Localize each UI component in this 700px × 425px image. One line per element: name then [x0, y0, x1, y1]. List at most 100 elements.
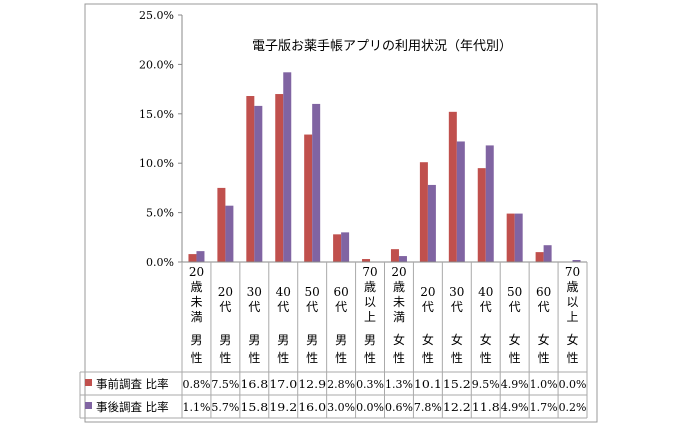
category-label-char: 性: [538, 351, 550, 365]
category-label-char: 50: [507, 285, 522, 299]
category-label-char: 上: [567, 310, 579, 324]
table-cell: 0.2%: [559, 400, 587, 414]
category-label-char: 男: [364, 333, 376, 347]
bar-post: [572, 260, 581, 262]
bar-post: [543, 245, 552, 262]
category-label-char: 50: [305, 285, 320, 299]
category-label-char: 代: [306, 300, 318, 314]
table-cell: 19.2: [269, 400, 297, 414]
category-label-char: 女: [538, 332, 550, 347]
y-tick-label: 0.0%: [146, 256, 174, 269]
category-label-char: 性: [306, 351, 318, 365]
legend-label: 事後調査 比率: [96, 400, 169, 414]
category-label-char: 代: [538, 300, 550, 314]
category-label-char: 女: [422, 332, 434, 347]
table-cell: 9.5%: [472, 377, 500, 391]
bar-pre: [362, 259, 371, 262]
category-label-char: 満: [190, 310, 202, 324]
category-label-char: 歳: [190, 280, 202, 294]
category-label-char: 60: [536, 285, 551, 299]
category-label-char: 60: [333, 285, 348, 299]
category-label-char: 性: [364, 351, 376, 365]
category-label-char: 満: [393, 310, 405, 324]
table-cell: 1.7%: [530, 400, 558, 414]
category-label-char: 歳: [567, 280, 579, 294]
category-label-char: 代: [509, 300, 521, 314]
legend-swatch: [85, 402, 92, 409]
category-label-char: 代: [277, 300, 289, 314]
table-cell: 4.9%: [501, 400, 529, 414]
bar-pre: [333, 234, 342, 262]
bar-post: [341, 232, 350, 262]
table-cell: 1.0%: [530, 377, 558, 391]
category-label-char: 上: [364, 310, 376, 324]
category-label-char: 20: [218, 285, 233, 299]
category-label-char: 男: [335, 333, 347, 347]
table-cell: 0.6%: [385, 400, 413, 414]
bar-pre: [535, 252, 544, 262]
table-cell: 0.0%: [559, 377, 587, 391]
category-label-char: 40: [276, 285, 291, 299]
bar-post: [398, 256, 407, 262]
chart-frame: [84, 3, 598, 423]
bar-pre: [506, 213, 515, 262]
table-cell: 0.0%: [356, 400, 384, 414]
table-cell: 7.5%: [211, 377, 239, 391]
category-label-char: 女: [509, 332, 521, 347]
category-label-char: 男: [306, 333, 318, 347]
table-cell: 4.9%: [501, 377, 529, 391]
category-label-char: 男: [277, 333, 289, 347]
legend-label: 事前調査 比率: [96, 377, 169, 391]
category-label-char: 性: [567, 351, 579, 365]
table-cell: 16.8: [240, 377, 268, 391]
bar-pre: [188, 254, 197, 262]
category-label-char: 男: [248, 333, 260, 347]
table-cell: 15.8: [240, 400, 268, 414]
bar-pre: [419, 162, 428, 262]
y-tick-label: 20.0%: [139, 58, 174, 71]
category-label-char: 20: [420, 285, 435, 299]
category-label-char: 性: [509, 351, 521, 365]
category-label-char: 性: [219, 351, 231, 365]
table-cell: 10.1: [414, 377, 442, 391]
table-cell: 17.0: [269, 377, 297, 391]
category-label-char: 30: [247, 285, 262, 299]
category-label-char: 女: [393, 332, 405, 347]
legend-swatch: [85, 379, 92, 386]
bar-pre: [448, 111, 457, 262]
category-label-char: 女: [567, 332, 579, 347]
category-label-char: 男: [190, 333, 202, 347]
category-label-char: 70: [362, 265, 377, 279]
category-label-char: 代: [480, 300, 492, 314]
category-label-char: 男: [219, 333, 231, 347]
category-label-char: 30: [449, 285, 464, 299]
category-label-char: 代: [219, 300, 231, 314]
bar-pre: [275, 94, 284, 262]
table-cell: 15.2: [443, 377, 471, 391]
category-label-char: 性: [451, 351, 463, 365]
category-label-char: 未: [393, 295, 405, 309]
category-label-char: 代: [248, 300, 260, 314]
chart-title: 電子版お薬手帳アプリの利用状況（年代別）: [252, 39, 512, 54]
category-label-char: 代: [422, 300, 434, 314]
category-label-char: 性: [393, 351, 405, 365]
bar-post: [196, 251, 205, 262]
bar-post: [456, 141, 465, 262]
y-tick-label: 10.0%: [139, 157, 174, 170]
y-tick-label: 25.0%: [139, 9, 174, 22]
bar-pre: [217, 187, 226, 262]
table-cell: 2.8%: [327, 377, 355, 391]
